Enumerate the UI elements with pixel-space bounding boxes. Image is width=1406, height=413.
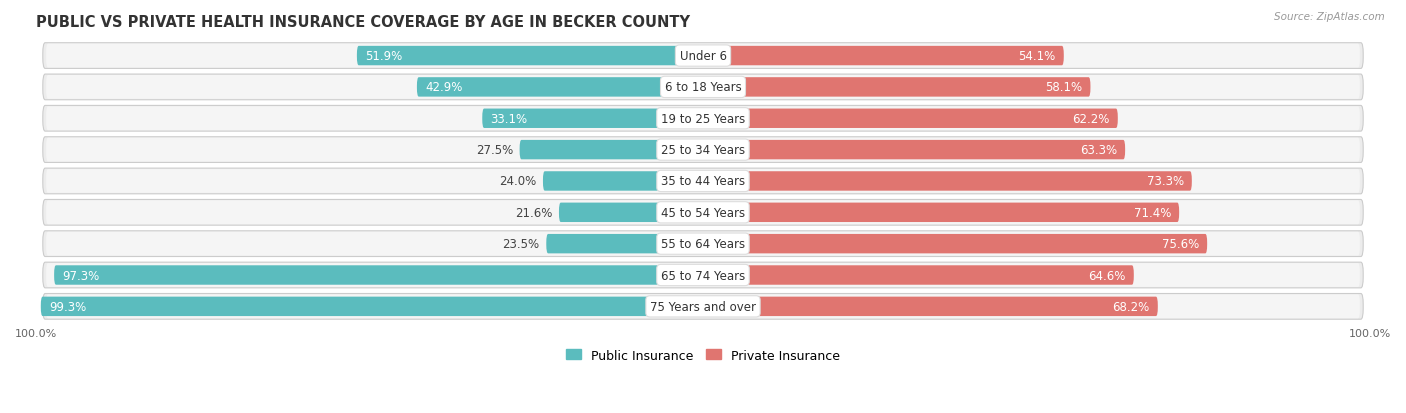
- Text: 99.3%: 99.3%: [49, 300, 86, 313]
- Text: 75.6%: 75.6%: [1161, 237, 1199, 251]
- FancyBboxPatch shape: [46, 45, 1360, 68]
- Text: 71.4%: 71.4%: [1133, 206, 1171, 219]
- Text: 25 to 34 Years: 25 to 34 Years: [661, 144, 745, 157]
- FancyBboxPatch shape: [46, 76, 1360, 100]
- Text: Source: ZipAtlas.com: Source: ZipAtlas.com: [1274, 12, 1385, 22]
- FancyBboxPatch shape: [703, 78, 1091, 97]
- FancyBboxPatch shape: [46, 107, 1360, 131]
- FancyBboxPatch shape: [703, 140, 1125, 160]
- Text: 73.3%: 73.3%: [1147, 175, 1184, 188]
- Text: 21.6%: 21.6%: [515, 206, 553, 219]
- FancyBboxPatch shape: [418, 78, 703, 97]
- Legend: Public Insurance, Private Insurance: Public Insurance, Private Insurance: [561, 344, 845, 367]
- Text: 63.3%: 63.3%: [1080, 144, 1118, 157]
- Text: 19 to 25 Years: 19 to 25 Years: [661, 112, 745, 126]
- FancyBboxPatch shape: [520, 140, 703, 160]
- FancyBboxPatch shape: [543, 172, 703, 191]
- Text: 33.1%: 33.1%: [491, 112, 527, 126]
- Text: 75 Years and over: 75 Years and over: [650, 300, 756, 313]
- FancyBboxPatch shape: [703, 297, 1157, 316]
- Text: 51.9%: 51.9%: [366, 50, 402, 63]
- FancyBboxPatch shape: [703, 47, 1064, 66]
- FancyBboxPatch shape: [703, 109, 1118, 129]
- Text: 65 to 74 Years: 65 to 74 Years: [661, 269, 745, 282]
- FancyBboxPatch shape: [42, 294, 1364, 319]
- FancyBboxPatch shape: [41, 297, 703, 316]
- FancyBboxPatch shape: [482, 109, 703, 129]
- Text: 6 to 18 Years: 6 to 18 Years: [665, 81, 741, 94]
- Text: 54.1%: 54.1%: [1018, 50, 1056, 63]
- Text: 68.2%: 68.2%: [1112, 300, 1150, 313]
- FancyBboxPatch shape: [46, 138, 1360, 162]
- FancyBboxPatch shape: [42, 263, 1364, 288]
- Text: 24.0%: 24.0%: [499, 175, 536, 188]
- FancyBboxPatch shape: [46, 295, 1360, 318]
- FancyBboxPatch shape: [42, 44, 1364, 69]
- Text: 45 to 54 Years: 45 to 54 Years: [661, 206, 745, 219]
- FancyBboxPatch shape: [42, 231, 1364, 257]
- FancyBboxPatch shape: [560, 203, 703, 223]
- Text: 64.6%: 64.6%: [1088, 269, 1126, 282]
- FancyBboxPatch shape: [42, 138, 1364, 163]
- FancyBboxPatch shape: [46, 232, 1360, 256]
- Text: 97.3%: 97.3%: [62, 269, 100, 282]
- Text: 35 to 44 Years: 35 to 44 Years: [661, 175, 745, 188]
- Text: 42.9%: 42.9%: [425, 81, 463, 94]
- Text: 62.2%: 62.2%: [1073, 112, 1109, 126]
- FancyBboxPatch shape: [42, 169, 1364, 195]
- FancyBboxPatch shape: [357, 47, 703, 66]
- Text: 58.1%: 58.1%: [1045, 81, 1083, 94]
- FancyBboxPatch shape: [703, 172, 1192, 191]
- FancyBboxPatch shape: [42, 75, 1364, 100]
- FancyBboxPatch shape: [53, 266, 703, 285]
- FancyBboxPatch shape: [42, 106, 1364, 132]
- FancyBboxPatch shape: [703, 234, 1208, 254]
- FancyBboxPatch shape: [547, 234, 703, 254]
- FancyBboxPatch shape: [703, 266, 1133, 285]
- FancyBboxPatch shape: [46, 201, 1360, 225]
- Text: 23.5%: 23.5%: [502, 237, 540, 251]
- Text: PUBLIC VS PRIVATE HEALTH INSURANCE COVERAGE BY AGE IN BECKER COUNTY: PUBLIC VS PRIVATE HEALTH INSURANCE COVER…: [37, 15, 690, 30]
- Text: 55 to 64 Years: 55 to 64 Years: [661, 237, 745, 251]
- FancyBboxPatch shape: [42, 200, 1364, 225]
- Text: 27.5%: 27.5%: [475, 144, 513, 157]
- Text: Under 6: Under 6: [679, 50, 727, 63]
- FancyBboxPatch shape: [703, 203, 1180, 223]
- FancyBboxPatch shape: [46, 170, 1360, 193]
- FancyBboxPatch shape: [46, 263, 1360, 287]
